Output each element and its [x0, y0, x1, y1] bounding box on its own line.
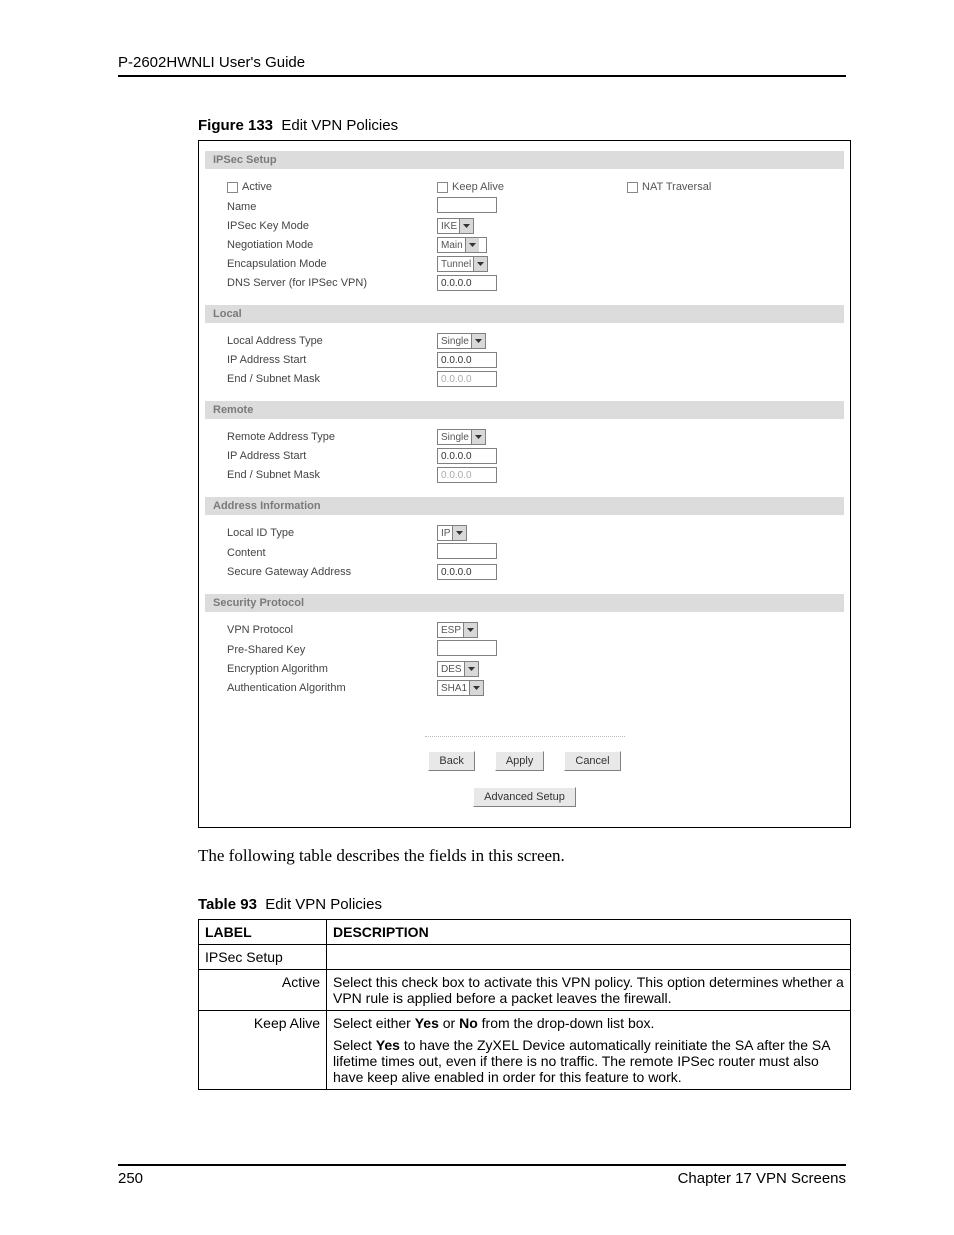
- vpn-proto-value: ESP: [441, 625, 461, 636]
- apply-button[interactable]: Apply: [495, 751, 545, 771]
- gateway-label: Secure Gateway Address: [227, 566, 437, 578]
- chevron-down-icon: [469, 681, 483, 695]
- content-input[interactable]: [437, 543, 497, 559]
- negotiation-label: Negotiation Mode: [227, 239, 437, 251]
- local-addr-type-select[interactable]: Single: [437, 333, 486, 349]
- section-header-local: Local: [205, 305, 844, 323]
- cell-label: IPSec Setup: [199, 945, 327, 970]
- cell-label: Keep Alive: [199, 1011, 327, 1090]
- local-addr-type-label: Local Address Type: [227, 335, 437, 347]
- figure-label: Figure 133: [198, 117, 273, 134]
- section-header-remote: Remote: [205, 401, 844, 419]
- auth-value: SHA1: [441, 683, 467, 694]
- cell-desc: Select either Yes or No from the drop-do…: [327, 1011, 851, 1090]
- local-id-select[interactable]: IP: [437, 525, 467, 541]
- keep-alive-checkbox[interactable]: [437, 182, 448, 193]
- description-table: LABEL DESCRIPTION IPSec Setup Active Sel…: [198, 919, 851, 1090]
- dns-label: DNS Server (for IPSec VPN): [227, 277, 437, 289]
- name-input[interactable]: [437, 197, 497, 213]
- button-row: Back Apply Cancel: [425, 736, 625, 771]
- local-ip-start-input[interactable]: 0.0.0.0: [437, 352, 497, 368]
- running-head: P-2602HWNLI User's Guide: [118, 54, 846, 71]
- dns-input[interactable]: 0.0.0.0: [437, 275, 497, 291]
- active-label: Active: [242, 181, 272, 193]
- local-end-input[interactable]: 0.0.0.0: [437, 371, 497, 387]
- figure-caption: Figure 133 Edit VPN Policies: [198, 117, 846, 134]
- key-mode-select[interactable]: IKE: [437, 218, 474, 234]
- remote-addr-type-value: Single: [441, 432, 469, 443]
- encap-value: Tunnel: [441, 259, 471, 270]
- local-ip-start-label: IP Address Start: [227, 354, 437, 366]
- chevron-down-icon: [471, 430, 485, 444]
- enc-value: DES: [441, 664, 462, 675]
- table-caption: Table 93 Edit VPN Policies: [198, 896, 846, 913]
- encap-label: Encapsulation Mode: [227, 258, 437, 270]
- table-label: Table 93: [198, 896, 257, 913]
- cancel-button[interactable]: Cancel: [564, 751, 620, 771]
- cell-label: Active: [199, 970, 327, 1011]
- table-row: Active Select this check box to activate…: [199, 970, 851, 1011]
- remote-ip-start-label: IP Address Start: [227, 450, 437, 462]
- page-number: 250: [118, 1170, 143, 1187]
- vpn-proto-label: VPN Protocol: [227, 624, 437, 636]
- remote-end-label: End / Subnet Mask: [227, 469, 437, 481]
- enc-select[interactable]: DES: [437, 661, 479, 677]
- header-rule: [118, 75, 846, 77]
- figure-title: Edit VPN Policies: [281, 117, 398, 134]
- nat-traversal-checkbox[interactable]: [627, 182, 638, 193]
- remote-addr-type-label: Remote Address Type: [227, 431, 437, 443]
- chevron-down-icon: [465, 238, 479, 252]
- back-button[interactable]: Back: [428, 751, 474, 771]
- key-mode-value: IKE: [441, 221, 457, 232]
- enc-label: Encryption Algorithm: [227, 663, 437, 675]
- body-text: The following table describes the fields…: [198, 846, 846, 866]
- negotiation-value: Main: [441, 240, 463, 251]
- chapter-title: Chapter 17 VPN Screens: [678, 1170, 846, 1187]
- local-id-label: Local ID Type: [227, 527, 437, 539]
- psk-label: Pre-Shared Key: [227, 644, 437, 656]
- nat-traversal-label: NAT Traversal: [642, 181, 711, 193]
- key-mode-label: IPSec Key Mode: [227, 220, 437, 232]
- screenshot-panel: IPSec Setup Active Keep Alive NAT Traver…: [198, 140, 851, 828]
- th-description: DESCRIPTION: [327, 920, 851, 945]
- keep-alive-label: Keep Alive: [452, 181, 504, 193]
- local-id-value: IP: [441, 528, 450, 539]
- cell-desc: [327, 945, 851, 970]
- table-header-row: LABEL DESCRIPTION: [199, 920, 851, 945]
- chevron-down-icon: [459, 219, 473, 233]
- chevron-down-icon: [471, 334, 485, 348]
- advanced-button[interactable]: Advanced Setup: [473, 787, 576, 807]
- remote-end-input[interactable]: 0.0.0.0: [437, 467, 497, 483]
- local-end-label: End / Subnet Mask: [227, 373, 437, 385]
- gateway-input[interactable]: 0.0.0.0: [437, 564, 497, 580]
- auth-select[interactable]: SHA1: [437, 680, 484, 696]
- vpn-proto-select[interactable]: ESP: [437, 622, 478, 638]
- section-header-ipsec: IPSec Setup: [205, 151, 844, 169]
- chevron-down-icon: [452, 526, 466, 540]
- content-label: Content: [227, 547, 437, 559]
- table-row: IPSec Setup: [199, 945, 851, 970]
- remote-addr-type-select[interactable]: Single: [437, 429, 486, 445]
- page-footer: 250 Chapter 17 VPN Screens: [118, 1164, 846, 1187]
- table-row: Keep Alive Select either Yes or No from …: [199, 1011, 851, 1090]
- table-title: Edit VPN Policies: [265, 896, 382, 913]
- remote-ip-start-input[interactable]: 0.0.0.0: [437, 448, 497, 464]
- chevron-down-icon: [464, 662, 478, 676]
- chevron-down-icon: [463, 623, 477, 637]
- section-header-addr-info: Address Information: [205, 497, 844, 515]
- negotiation-select[interactable]: Main: [437, 237, 487, 253]
- encap-select[interactable]: Tunnel: [437, 256, 488, 272]
- th-label: LABEL: [199, 920, 327, 945]
- chevron-down-icon: [473, 257, 487, 271]
- psk-input[interactable]: [437, 640, 497, 656]
- cell-desc: Select this check box to activate this V…: [327, 970, 851, 1011]
- section-header-security: Security Protocol: [205, 594, 844, 612]
- active-checkbox[interactable]: [227, 182, 238, 193]
- footer-rule: [118, 1164, 846, 1166]
- name-label: Name: [227, 201, 437, 213]
- local-addr-type-value: Single: [441, 336, 469, 347]
- auth-label: Authentication Algorithm: [227, 682, 437, 694]
